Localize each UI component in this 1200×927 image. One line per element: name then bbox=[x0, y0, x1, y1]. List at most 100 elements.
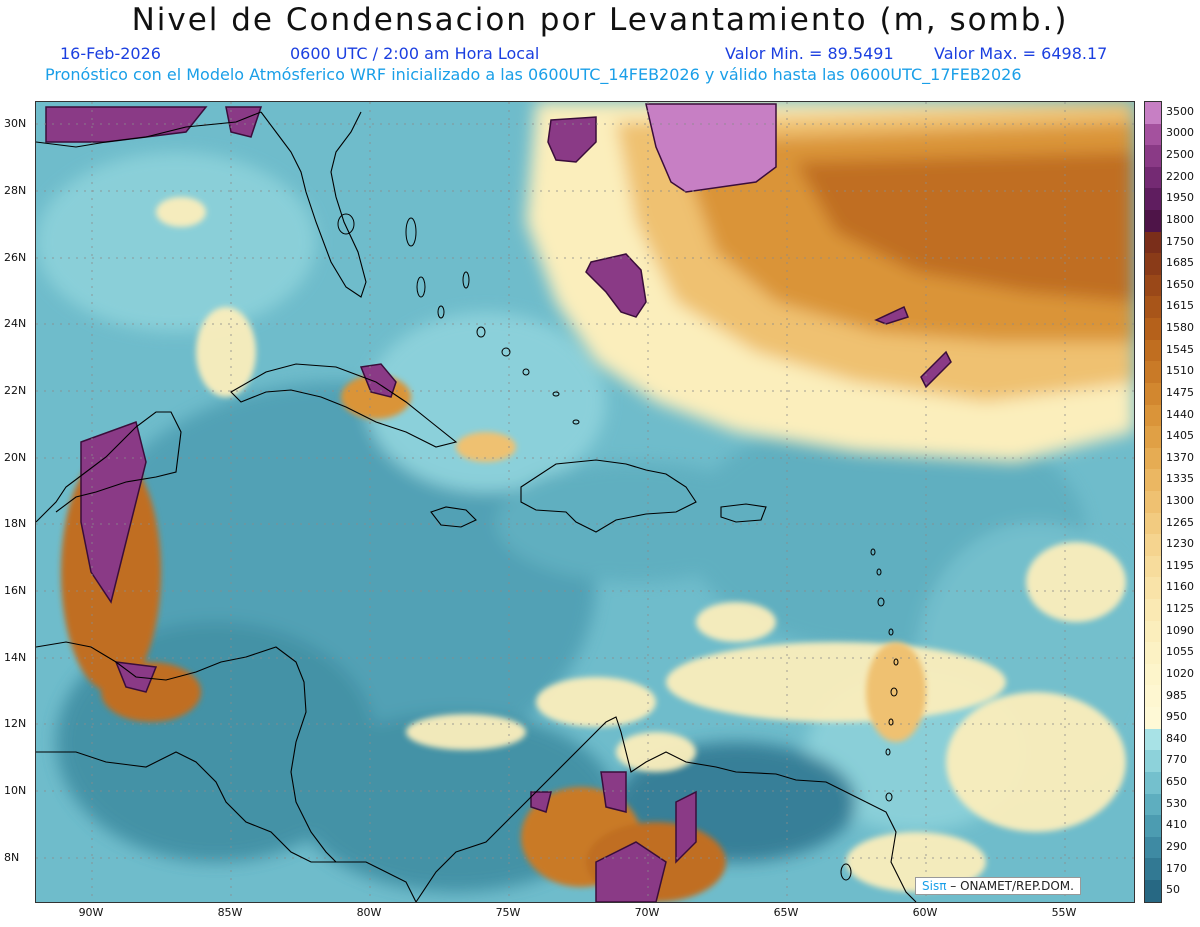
lon-label: 75W bbox=[495, 906, 521, 919]
date-label: 16-Feb-2026 bbox=[60, 44, 161, 63]
lon-label: 80W bbox=[356, 906, 382, 919]
lat-label: 22N bbox=[4, 384, 27, 397]
colorbar-level-label: 3000 bbox=[1166, 126, 1194, 140]
colorbar-swatch bbox=[1145, 707, 1161, 729]
colorbar-level-label: 1405 bbox=[1166, 429, 1194, 443]
colorbar-swatch bbox=[1145, 534, 1161, 556]
colorbar-swatch bbox=[1145, 685, 1161, 708]
colorbar-swatch bbox=[1145, 188, 1161, 211]
colorbar-level-label: 1125 bbox=[1166, 602, 1194, 616]
colorbar-swatch bbox=[1145, 577, 1161, 600]
colorbar-level-label: 985 bbox=[1166, 688, 1187, 702]
max-value-label: Valor Max. = 6498.17 bbox=[934, 44, 1108, 63]
colorbar-level-label: 1020 bbox=[1166, 666, 1194, 680]
colorbar-swatch bbox=[1145, 145, 1161, 167]
colorbar-swatch bbox=[1145, 447, 1161, 470]
colorbar-swatch bbox=[1145, 512, 1161, 535]
colorbar bbox=[1144, 101, 1162, 903]
colorbar-level-label: 3500 bbox=[1166, 104, 1194, 118]
colorbar-level-label: 1510 bbox=[1166, 364, 1194, 378]
lat-label: 10N bbox=[4, 784, 27, 797]
colorbar-swatch bbox=[1145, 815, 1161, 837]
colorbar-level-label: 1055 bbox=[1166, 645, 1194, 659]
colorbar-swatch bbox=[1145, 166, 1161, 189]
colorbar-swatch bbox=[1145, 210, 1161, 232]
colorbar-swatch bbox=[1145, 361, 1161, 383]
colorbar-swatch bbox=[1145, 879, 1161, 902]
colorbar-level-label: 1090 bbox=[1166, 623, 1194, 637]
lat-label: 24N bbox=[4, 317, 27, 330]
colorbar-level-label: 1800 bbox=[1166, 212, 1194, 226]
colorbar-level-label: 650 bbox=[1166, 775, 1187, 789]
colorbar-level-label: 1370 bbox=[1166, 450, 1194, 464]
lon-label: 65W bbox=[773, 906, 799, 919]
forecast-note: Pronóstico con el Modelo Atmósferico WRF… bbox=[45, 65, 1022, 84]
colorbar-swatch bbox=[1145, 599, 1161, 621]
colorbar-level-label: 840 bbox=[1166, 731, 1187, 745]
colorbar-swatch bbox=[1145, 469, 1161, 491]
colorbar-swatch bbox=[1145, 318, 1161, 340]
colorbar-level-label: 1230 bbox=[1166, 537, 1194, 551]
colorbar-level-label: 170 bbox=[1166, 861, 1187, 875]
lat-label: 20N bbox=[4, 451, 27, 464]
colorbar-swatch bbox=[1145, 836, 1161, 859]
colorbar-level-label: 530 bbox=[1166, 796, 1187, 810]
colorbar-level-label: 1300 bbox=[1166, 494, 1194, 507]
lon-label: 55W bbox=[1051, 906, 1077, 919]
lon-label: 70W bbox=[634, 906, 660, 919]
colorbar-level-label: 1545 bbox=[1166, 342, 1194, 356]
colorbar-level-label: 1475 bbox=[1166, 385, 1194, 399]
lat-label: 16N bbox=[4, 584, 27, 597]
colorbar-level-label: 1650 bbox=[1166, 277, 1194, 291]
colorbar-swatch bbox=[1145, 426, 1161, 448]
colorbar-swatch bbox=[1145, 663, 1161, 686]
colorbar-level-label: 50 bbox=[1166, 883, 1180, 897]
colorbar-swatch bbox=[1145, 404, 1161, 427]
colorbar-level-label: 290 bbox=[1166, 839, 1187, 853]
colorbar-swatch bbox=[1145, 123, 1161, 146]
colorbar-level-label: 2500 bbox=[1166, 148, 1194, 162]
lat-label: 12N bbox=[4, 717, 27, 730]
colorbar-swatch bbox=[1145, 642, 1161, 664]
lon-label: 85W bbox=[217, 906, 243, 919]
lon-label: 90W bbox=[78, 906, 104, 919]
lat-label: 18N bbox=[4, 517, 27, 530]
colorbar-level-label: 1615 bbox=[1166, 299, 1194, 313]
lat-label: 8N bbox=[4, 851, 20, 864]
colorbar-swatch bbox=[1145, 793, 1161, 816]
colorbar-swatch bbox=[1145, 102, 1161, 124]
lat-label: 26N bbox=[4, 251, 27, 264]
colorbar-swatch bbox=[1145, 296, 1161, 319]
chart-title: Nivel de Condensacion por Levantamiento … bbox=[131, 2, 1069, 38]
colorbar-swatch bbox=[1145, 490, 1161, 513]
colorbar-swatch bbox=[1145, 253, 1161, 275]
colorbar-swatch bbox=[1145, 382, 1161, 405]
colorbar-swatch bbox=[1145, 728, 1161, 751]
colorbar-level-label: 1195 bbox=[1166, 558, 1194, 572]
colorbar-level-label: 1335 bbox=[1166, 472, 1194, 486]
colorbar-swatch bbox=[1145, 339, 1161, 362]
time-label: 0600 UTC / 2:00 am Hora Local bbox=[290, 44, 540, 63]
credit-text: – ONAMET/REP.DOM. bbox=[950, 879, 1074, 893]
colorbar-swatch bbox=[1145, 231, 1161, 254]
lat-label: 28N bbox=[4, 184, 27, 197]
lon-label: 60W bbox=[912, 906, 938, 919]
colorbar-level-label: 770 bbox=[1166, 753, 1187, 767]
colorbar-level-label: 2200 bbox=[1166, 169, 1194, 183]
lat-label: 30N bbox=[4, 117, 27, 130]
min-value-label: Valor Min. = 89.5491 bbox=[725, 44, 894, 63]
colorbar-level-label: 1265 bbox=[1166, 515, 1194, 529]
colorbar-level-label: 950 bbox=[1166, 710, 1187, 724]
colorbar-swatch bbox=[1145, 274, 1161, 297]
colorbar-swatch bbox=[1145, 555, 1161, 578]
credit-badge: Sisπ – ONAMET/REP.DOM. bbox=[915, 877, 1081, 895]
colorbar-level-label: 1685 bbox=[1166, 256, 1194, 270]
colorbar-level-label: 1950 bbox=[1166, 191, 1194, 205]
colorbar-level-label: 1580 bbox=[1166, 321, 1194, 335]
colorbar-swatch bbox=[1145, 771, 1161, 794]
colorbar-level-label: 1160 bbox=[1166, 580, 1194, 594]
lcl-map bbox=[35, 101, 1135, 903]
colorbar-level-label: 1440 bbox=[1166, 407, 1194, 421]
colorbar-swatch bbox=[1145, 858, 1161, 880]
colorbar-level-label: 1750 bbox=[1166, 234, 1194, 248]
